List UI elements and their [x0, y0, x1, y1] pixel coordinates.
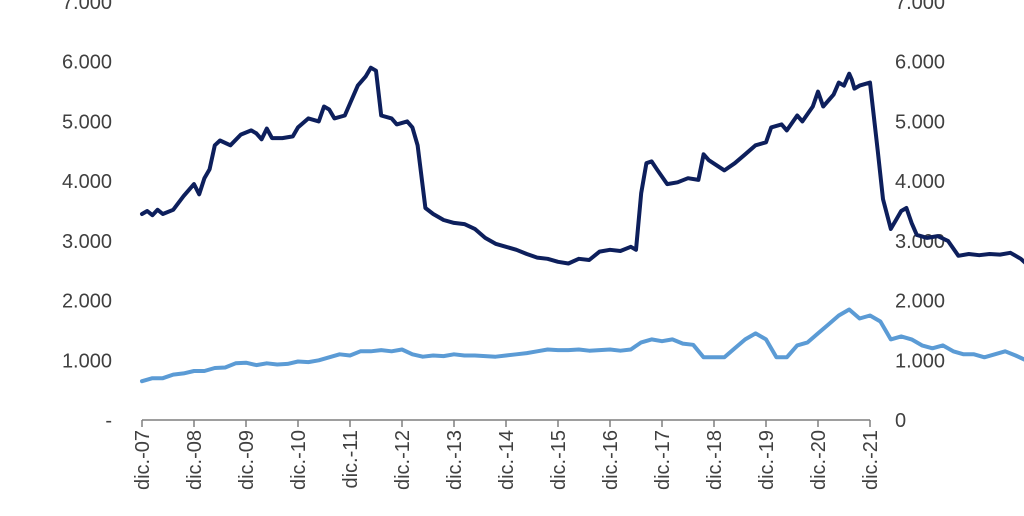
left-y-tick-label: 2.000 [62, 291, 112, 313]
x-axis: dic.-07 dic.-08 dic.-09 dic.-10 dic.-11 dic.-… [132, 419, 882, 490]
x-tick-label: dic.-10 [288, 430, 310, 490]
x-tick-label: dic.-07 [132, 430, 154, 490]
x-tick-label: dic.-16 [600, 430, 622, 490]
left-y-tick-label: - [105, 410, 112, 432]
left-y-tick-label: 3.000 [62, 231, 112, 253]
series-line-2 [140, 307, 1024, 384]
x-tick-label: dic.-13 [444, 430, 466, 490]
x-tick-label: dic.-14 [496, 430, 518, 490]
left-y-tick-label: 4.000 [62, 171, 112, 193]
series-line-1 [140, 65, 1024, 266]
left-y-tick-label: 7.000 [62, 0, 112, 14]
right-y-tick-label: 1.000 [895, 350, 945, 372]
x-tick-label: dic.-09 [236, 430, 258, 490]
right-y-tick-label: 5.000 [895, 111, 945, 133]
x-tick-label: dic.-08 [184, 430, 206, 490]
left-y-tick-label: 6.000 [62, 52, 112, 74]
x-tick-label: dic.-12 [392, 430, 414, 490]
right-y-tick-label: 7.000 [895, 0, 945, 14]
series-layer [140, 65, 1024, 384]
x-tick-label: dic.-18 [704, 430, 726, 490]
left-y-tick-label: 5.000 [62, 111, 112, 133]
x-tick-label: dic.-19 [756, 430, 778, 490]
left-y-axis: - 1.000 2.000 3.000 4.000 5.000 6.000 7.000 [62, 0, 112, 432]
x-tick-label: dic.-21 [860, 430, 882, 490]
x-tick-label: dic.-11 [340, 430, 362, 489]
left-y-tick-label: 1.000 [62, 350, 112, 372]
x-tick-label: dic.-20 [808, 430, 830, 490]
right-y-tick-label: 0 [895, 410, 906, 432]
right-y-tick-label: 2.000 [895, 291, 945, 313]
right-y-tick-label: 6.000 [895, 52, 945, 74]
right-y-tick-label: 4.000 [895, 171, 945, 193]
x-tick-label: dic.-17 [652, 430, 674, 490]
x-tick-label: dic.-15 [548, 430, 570, 490]
